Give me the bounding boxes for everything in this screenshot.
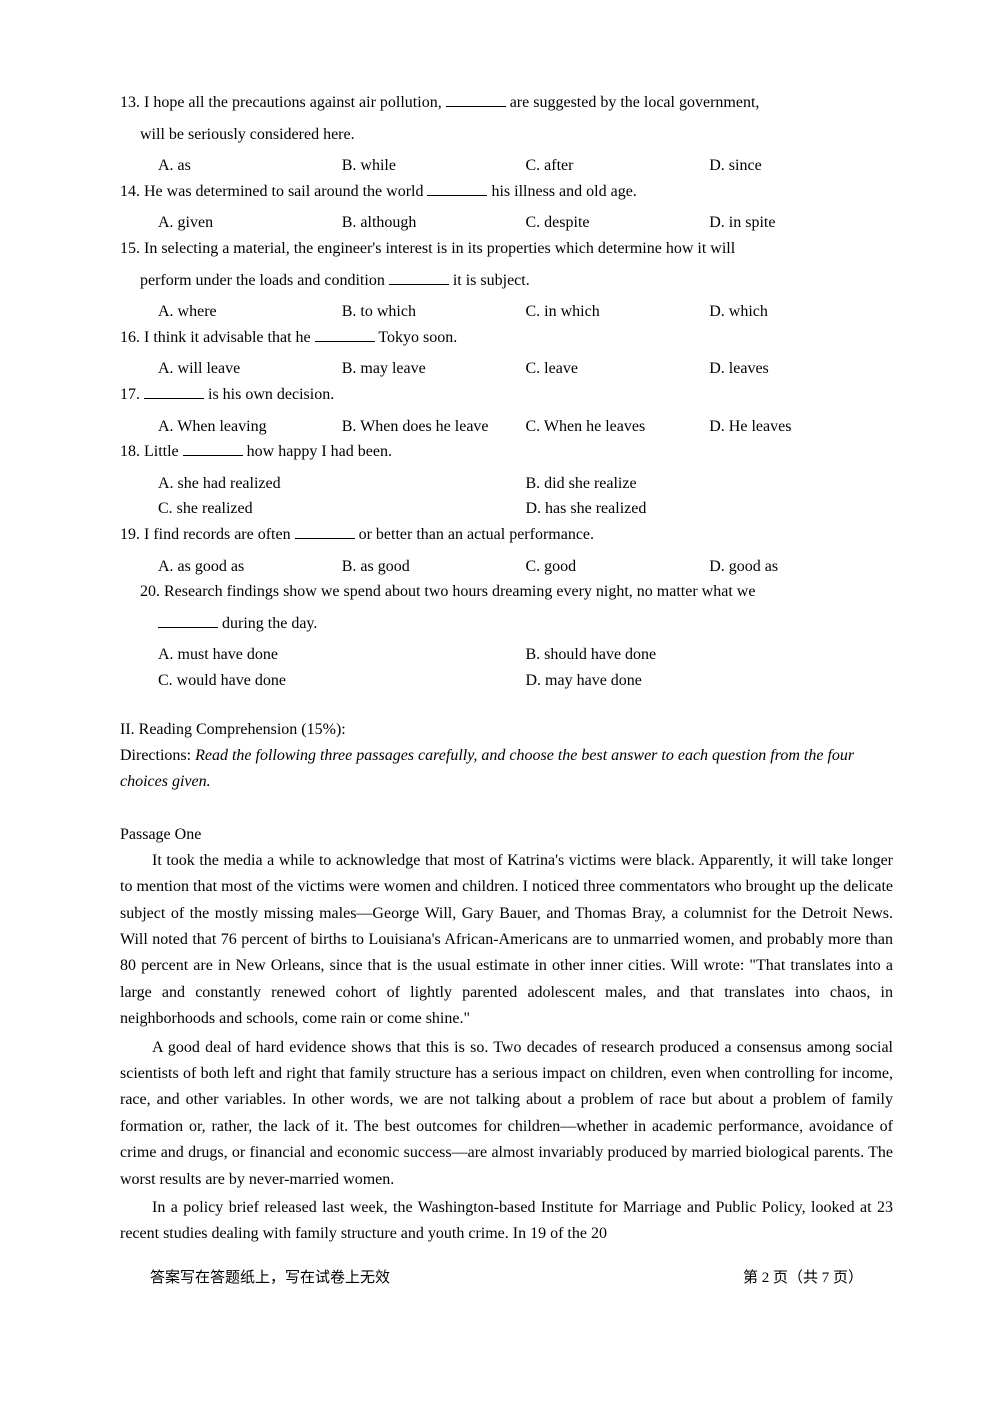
q20-choices: A. must have done B. should have done C.…	[120, 642, 893, 693]
footer-left: 答案写在答题纸上，写在试卷上无效	[150, 1266, 390, 1287]
q13-stem-cont: will be seriously considered here.	[120, 122, 893, 148]
q17-choice-a: A. When leaving	[158, 414, 342, 440]
q18-text-a: 18. Little	[120, 443, 183, 460]
q18-choice-b: B. did she realize	[526, 471, 894, 497]
q15-text-b: it is subject.	[449, 272, 530, 289]
q15-text-a: perform under the loads and condition	[140, 272, 389, 289]
fill-blank	[315, 326, 375, 341]
directions-label: Directions:	[120, 747, 195, 764]
q15-stem: 15. In selecting a material, the enginee…	[120, 236, 893, 262]
footer-right: 第 2 页（共 7 页）	[743, 1266, 863, 1287]
section2-head: II. Reading Comprehension (15%):	[120, 717, 893, 743]
q16-choice-c: C. leave	[526, 356, 710, 382]
directions-text: Read the following three passages carefu…	[120, 747, 854, 790]
q16-choice-a: A. will leave	[158, 356, 342, 382]
q16-choice-b: B. may leave	[342, 356, 526, 382]
q19-choice-d: D. good as	[709, 554, 893, 580]
q18-choices: A. she had realized B. did she realize C…	[120, 471, 893, 522]
q17-choices: A. When leaving B. When does he leave C.…	[120, 414, 893, 440]
q20-text-b: during the day.	[218, 615, 317, 632]
q18-choice-c: C. she realized	[158, 496, 526, 522]
q15-choice-c: C. in which	[526, 299, 710, 325]
q16-text-b: Tokyo soon.	[375, 329, 458, 346]
q19-choice-c: C. good	[526, 554, 710, 580]
passage1-p3: In a policy brief released last week, th…	[120, 1195, 893, 1248]
q19-choices: A. as good as B. as good C. good D. good…	[120, 554, 893, 580]
fill-blank	[158, 612, 218, 627]
q15-choice-d: D. which	[709, 299, 893, 325]
q16-choice-d: D. leaves	[709, 356, 893, 382]
q15-stem-cont: perform under the loads and condition it…	[120, 268, 893, 294]
q18-choice-a: A. she had realized	[158, 471, 526, 497]
q18-choice-d: D. has she realized	[526, 496, 894, 522]
q15-choice-a: A. where	[158, 299, 342, 325]
passage1-p1: It took the media a while to acknowledge…	[120, 848, 893, 1033]
q13-choice-b: B. while	[342, 153, 526, 179]
q20-choice-c: C. would have done	[158, 668, 526, 694]
q13-text-b: are suggested by the local government,	[506, 94, 760, 111]
q15-choices: A. where B. to which C. in which D. whic…	[120, 299, 893, 325]
passage1-p2: A good deal of hard evidence shows that …	[120, 1035, 893, 1193]
q14-choice-a: A. given	[158, 210, 342, 236]
fill-blank	[476, 92, 506, 107]
q15-choice-b: B. to which	[342, 299, 526, 325]
q20-stem-cont: during the day.	[120, 611, 893, 637]
page-footer: 答案写在答题纸上，写在试卷上无效 第 2 页（共 7 页）	[120, 1266, 893, 1287]
fill-blank	[389, 269, 449, 284]
q14-stem: 14. He was determined to sail around the…	[120, 179, 893, 205]
q14-choices: A. given B. although C. despite D. in sp…	[120, 210, 893, 236]
q14-choice-b: B. although	[342, 210, 526, 236]
q13-choices: A. as B. while C. after D. since	[120, 153, 893, 179]
q17-stem: 17. is his own decision.	[120, 382, 893, 408]
q20-choice-a: A. must have done	[158, 642, 526, 668]
q16-choices: A. will leave B. may leave C. leave D. l…	[120, 356, 893, 382]
fill-blank	[427, 180, 487, 195]
q19-stem: 19. I find records are often or better t…	[120, 522, 893, 548]
q19-text-a: 19. I find records are often	[120, 526, 295, 543]
q20-choice-b: B. should have done	[526, 642, 894, 668]
q20-stem: 20. Research findings show we spend abou…	[120, 579, 893, 605]
q13-text-a: 13. I hope all the precautions against a…	[120, 94, 446, 111]
fill-blank	[183, 441, 243, 456]
q16-text-a: 16. I think it advisable that he	[120, 329, 315, 346]
fill-blank	[144, 384, 204, 399]
q17-choice-c: C. When he leaves	[526, 414, 710, 440]
q17-text-a: 17.	[120, 386, 144, 403]
fill-blank	[446, 92, 476, 107]
q13-stem: 13. I hope all the precautions against a…	[120, 90, 893, 116]
q19-choice-b: B. as good	[342, 554, 526, 580]
q17-text-b: is his own decision.	[204, 386, 334, 403]
page: 13. I hope all the precautions against a…	[0, 0, 993, 1403]
q14-text-a: 14. He was determined to sail around the…	[120, 183, 427, 200]
q16-stem: 16. I think it advisable that he Tokyo s…	[120, 325, 893, 351]
q17-choice-d: D. He leaves	[709, 414, 893, 440]
q13-choice-a: A. as	[158, 153, 342, 179]
section2-directions: Directions: Read the following three pas…	[120, 743, 893, 794]
q13-choice-c: C. after	[526, 153, 710, 179]
q14-text-b: his illness and old age.	[487, 183, 636, 200]
q17-choice-b: B. When does he leave	[342, 414, 526, 440]
q19-choice-a: A. as good as	[158, 554, 342, 580]
q14-choice-d: D. in spite	[709, 210, 893, 236]
q18-text-b: how happy I had been.	[243, 443, 392, 460]
fill-blank	[295, 524, 355, 539]
q14-choice-c: C. despite	[526, 210, 710, 236]
q20-choice-d: D. may have done	[526, 668, 894, 694]
q18-stem: 18. Little how happy I had been.	[120, 439, 893, 465]
q13-choice-d: D. since	[709, 153, 893, 179]
passage1-head: Passage One	[120, 822, 893, 848]
q19-text-b: or better than an actual performance.	[355, 526, 594, 543]
